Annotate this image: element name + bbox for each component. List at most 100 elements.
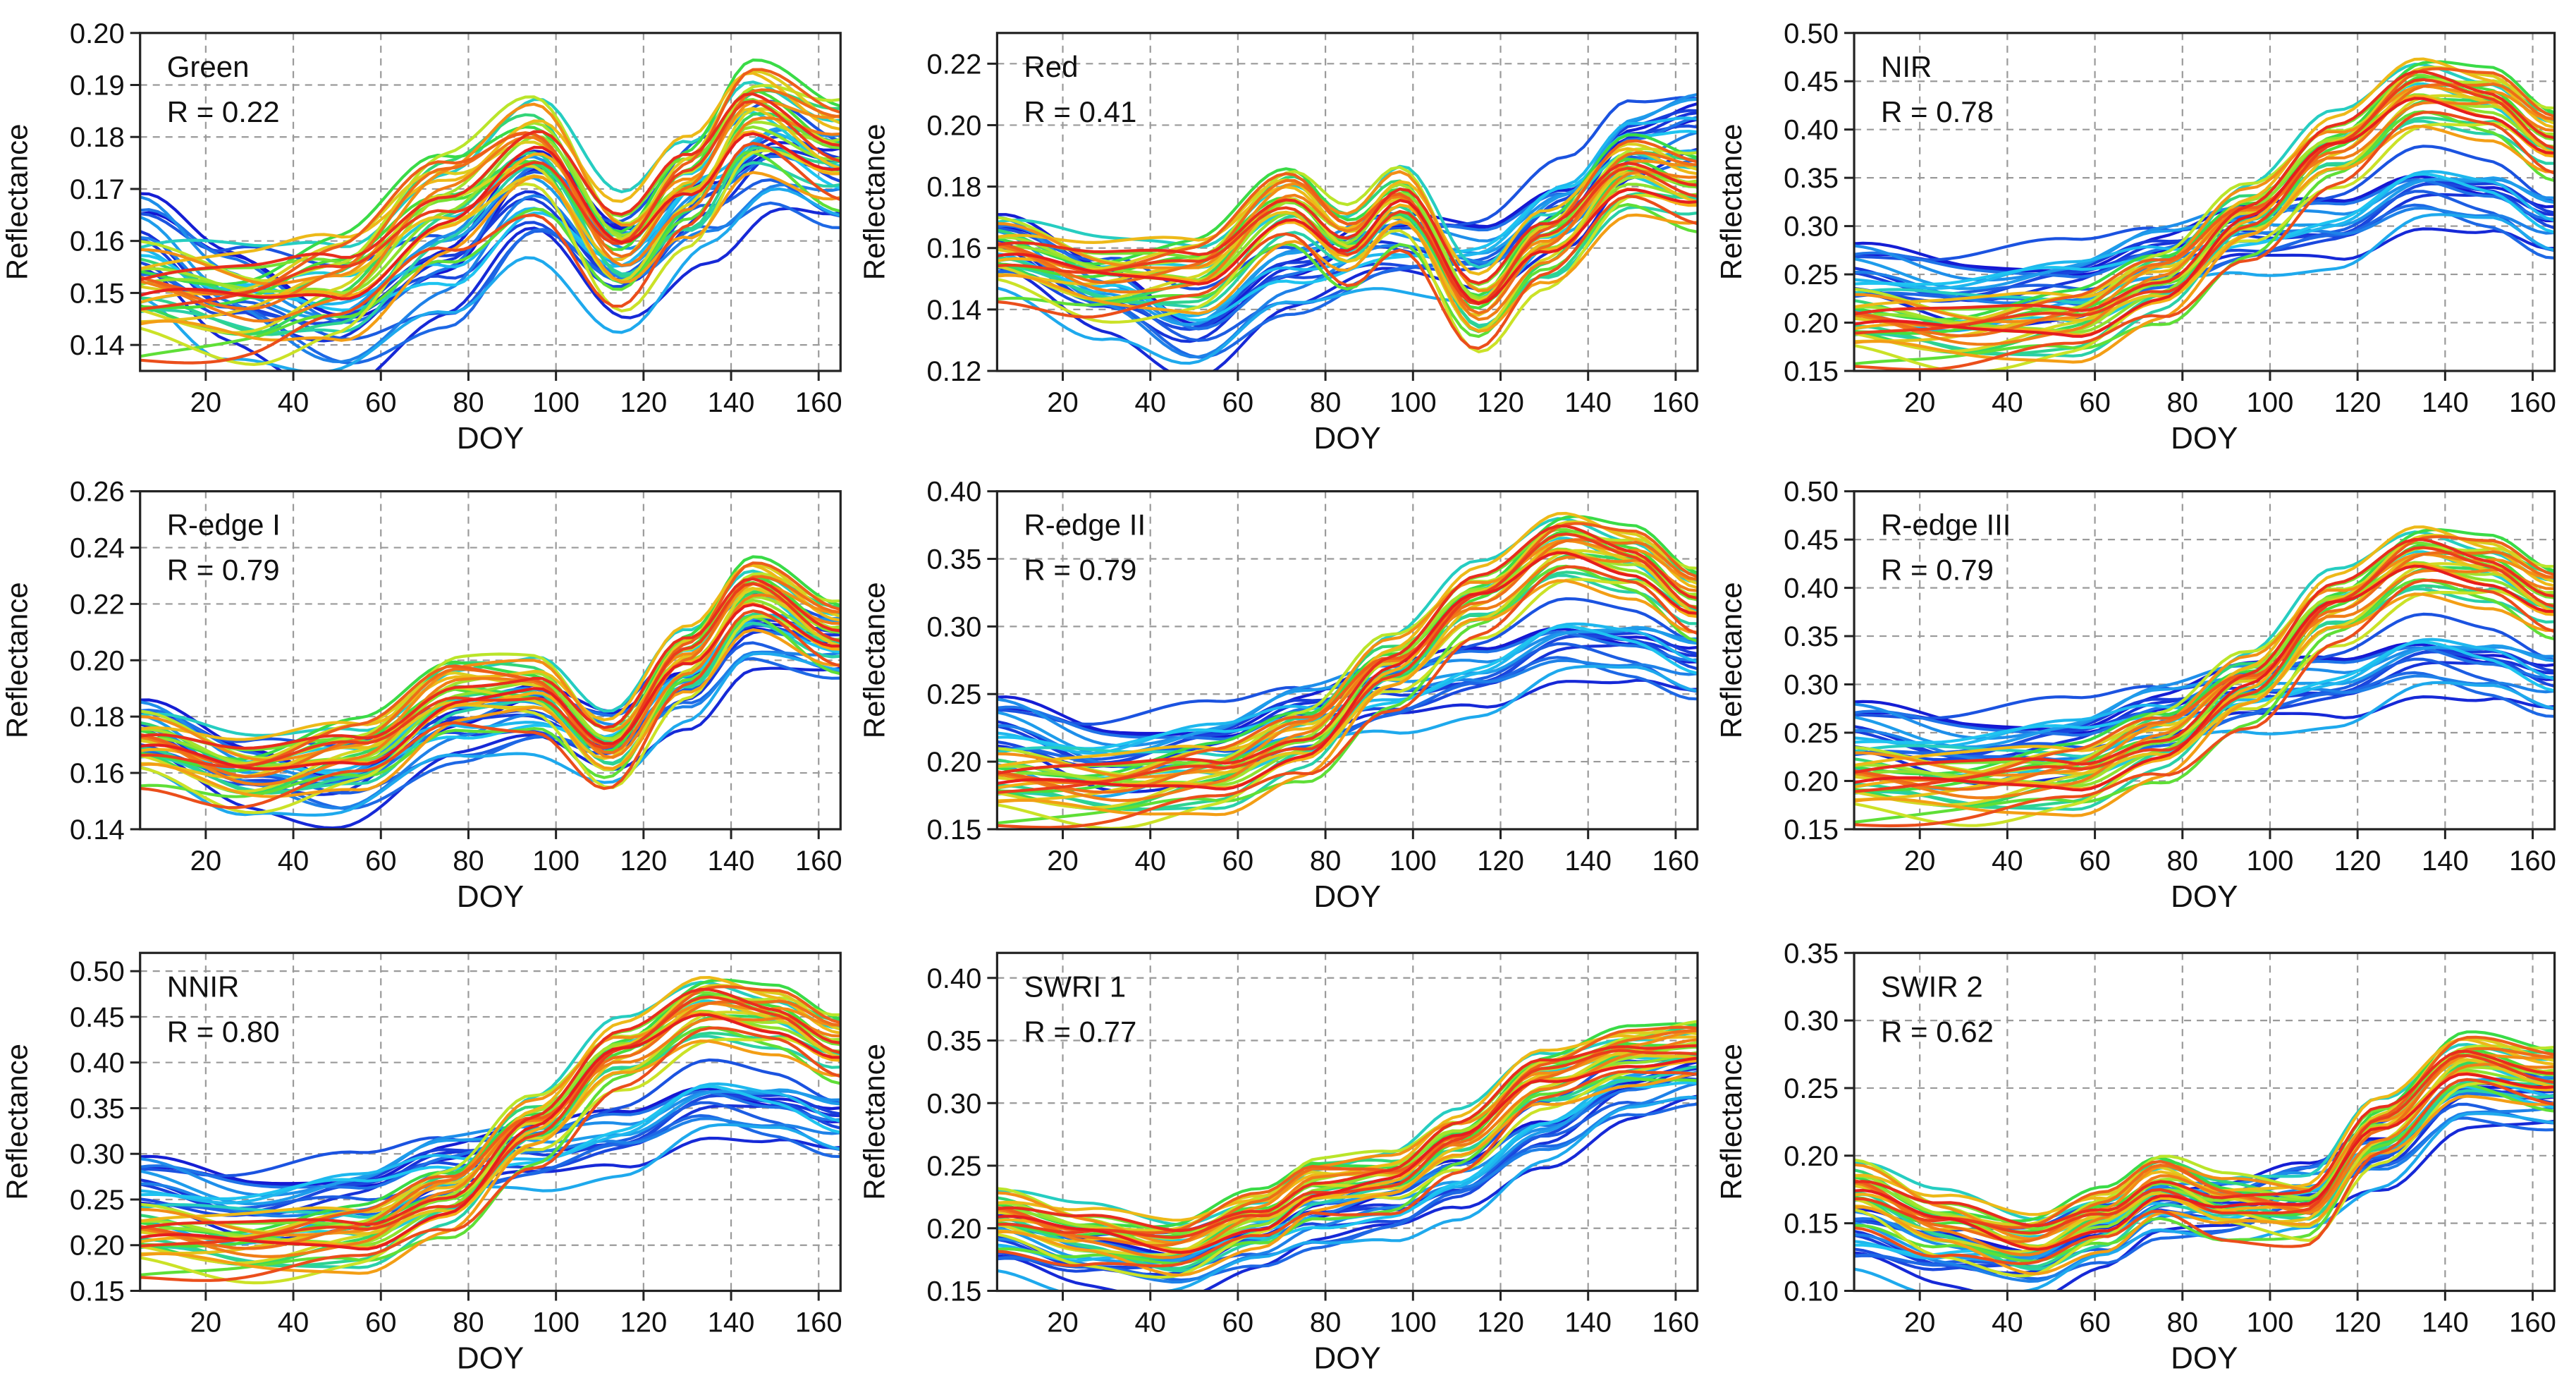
x-tick-label: 40 (278, 387, 309, 418)
series-line (997, 1057, 1698, 1265)
series-line (997, 166, 1698, 332)
x-tick-label: 140 (708, 387, 755, 418)
y-tick-label: 0.50 (70, 956, 125, 987)
y-tick-label: 0.50 (1784, 477, 1839, 508)
x-tick-label: 40 (1992, 846, 2023, 877)
x-tick-label: 60 (2079, 846, 2111, 877)
panel-title: SWRI 1 (1024, 970, 1126, 1003)
y-axis-label: Reflectance (1, 1044, 34, 1200)
series-line (1854, 578, 2555, 828)
series-line (997, 166, 1698, 305)
series-line (140, 1011, 841, 1265)
y-tick-label: 0.18 (70, 702, 125, 733)
x-tick-label: 60 (1222, 846, 1254, 877)
series-line (1854, 70, 2555, 316)
series-group (997, 511, 1698, 829)
y-tick-label: 0.30 (927, 1088, 982, 1119)
y-axis-label: Reflectance (857, 1044, 890, 1200)
x-tick-label: 120 (1477, 387, 1524, 418)
x-tick-label: 80 (453, 1307, 484, 1338)
series-line (997, 1095, 1698, 1291)
y-tick-label: 0.20 (70, 1231, 125, 1262)
plot-frame (1853, 490, 2556, 831)
plot-frame (139, 951, 842, 1293)
y-axis-label: Reflectance (1, 582, 34, 738)
x-tick-label: 20 (1047, 846, 1079, 877)
series-line (997, 524, 1698, 775)
plot-frame (1853, 951, 2556, 1293)
series-line (1854, 1072, 2555, 1251)
panel-annotation: R = 0.41 (1024, 95, 1136, 128)
y-tick-label: 0.15 (70, 1276, 125, 1307)
series-line (140, 563, 841, 741)
y-tick-label: 0.14 (70, 330, 125, 361)
y-tick-label: 0.24 (70, 533, 125, 564)
x-tick-label: 140 (708, 846, 755, 877)
x-tick-label: 40 (278, 846, 309, 877)
series-line (140, 99, 841, 311)
panel-swir-2: 20 40 60 80 100 120 140 160 0.10 0.15 0.20 0.25 0.30… (1715, 938, 2556, 1373)
panel-annotation: R = 0.22 (167, 95, 280, 128)
y-tick-label: 0.18 (70, 122, 125, 153)
series-line (997, 1049, 1698, 1239)
series-line (140, 577, 841, 750)
x-tick-label: 100 (1390, 1307, 1437, 1338)
x-tick-label: 100 (2247, 387, 2294, 418)
y-axis-label: Reflectance (1, 123, 34, 280)
plot-frame (995, 32, 1699, 372)
x-axis-label: DOY (2171, 879, 2238, 914)
x-tick-label: 40 (1992, 1307, 2023, 1338)
x-tick-label: 160 (795, 846, 842, 877)
y-tick-label: 0.16 (70, 758, 125, 789)
x-tick-label: 20 (1047, 1307, 1079, 1338)
series-line (1854, 612, 2555, 720)
panel-title: SWIR 2 (1881, 970, 1983, 1003)
x-axis-label: DOY (457, 421, 524, 456)
series-line (140, 628, 841, 798)
y-tick-label: 0.45 (70, 1002, 125, 1033)
y-tick-label: 0.17 (70, 174, 125, 205)
x-tick-label: 140 (2422, 846, 2469, 877)
y-axis-label: Reflectance (857, 582, 890, 738)
x-tick-label: 60 (1222, 1307, 1254, 1338)
panel-annotation: R = 0.79 (167, 554, 280, 587)
x-tick-label: 60 (2079, 387, 2111, 418)
x-tick-label: 100 (532, 1307, 579, 1338)
y-tick-label: 0.15 (927, 1276, 982, 1307)
plot-frame (995, 490, 1699, 831)
series-line (997, 161, 1698, 285)
series-line (997, 539, 1698, 779)
x-tick-label: 140 (2422, 387, 2469, 418)
series-line (1854, 1054, 2555, 1235)
series-line (997, 213, 1698, 333)
series-line (997, 1044, 1698, 1233)
y-tick-label: 0.20 (927, 747, 982, 778)
panel-title: R-edge III (1881, 508, 2011, 542)
x-tick-label: 140 (708, 1307, 755, 1338)
y-tick-label: 0.16 (927, 233, 982, 264)
series-line (140, 71, 841, 271)
series-line (1854, 94, 2555, 353)
y-tick-label: 0.30 (1784, 1006, 1839, 1037)
series-line (140, 207, 841, 372)
x-axis-label: DOY (1313, 421, 1380, 456)
panel-green: 20 40 60 80 100 120 140 160 0.14 0.15 0.16 0.17 0.18… (1, 18, 842, 456)
series-line (997, 188, 1698, 305)
series-line (997, 1070, 1698, 1268)
plot-frame (1853, 32, 2556, 372)
x-axis-label: DOY (1313, 1341, 1380, 1373)
series-line (140, 92, 841, 281)
x-tick-label: 60 (365, 1307, 397, 1338)
y-tick-label: 0.20 (70, 18, 125, 49)
y-tick-label: 0.22 (927, 49, 982, 80)
series-line (1854, 592, 2555, 817)
x-tick-label: 40 (1134, 387, 1166, 418)
series-group (140, 59, 841, 372)
x-tick-label: 160 (2509, 1307, 2556, 1338)
x-tick-label: 140 (2422, 1307, 2469, 1338)
y-tick-label: 0.25 (927, 679, 982, 710)
y-tick-label: 0.30 (1784, 670, 1839, 701)
series-line (140, 587, 841, 793)
x-tick-label: 60 (365, 387, 397, 418)
y-tick-label: 0.25 (1784, 1073, 1839, 1104)
